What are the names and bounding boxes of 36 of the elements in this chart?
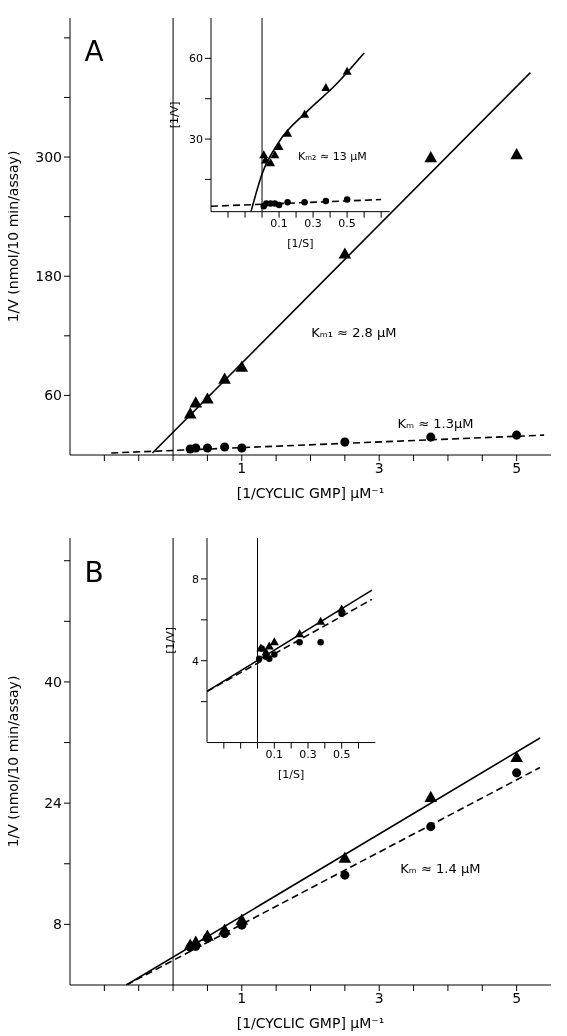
y-tick-label: 60 xyxy=(188,52,203,66)
x-tick-label: 1 xyxy=(237,989,247,1006)
y-axis-title: 1/V (nmol/10 min/assay) xyxy=(4,150,21,323)
x-tick-label: 3 xyxy=(374,989,384,1006)
y-tick-label: 8 xyxy=(53,916,62,933)
y-axis-title: [1/V] xyxy=(167,101,181,129)
x-tick-label: 0.5 xyxy=(338,217,356,231)
x-tick-label: 0.5 xyxy=(333,748,351,762)
x-tick-label: 3 xyxy=(374,459,384,476)
x-tick-label: 1 xyxy=(237,459,247,476)
y-tick-label: 180 xyxy=(35,268,62,285)
x-tick-label: 0.3 xyxy=(304,217,322,231)
annotation: Kₘ ≈ 1.3μM xyxy=(397,416,474,433)
y-axis-title: 1/V (nmol/10 min/assay) xyxy=(4,675,21,848)
x-axis-title: [1/S] xyxy=(287,236,314,250)
x-axis-title: [1/CYCLIC GMP] μM⁻¹ xyxy=(236,485,385,501)
annotation: Kₘ ≈ 1.4 μM xyxy=(400,860,481,877)
y-tick-label: 300 xyxy=(35,149,62,166)
x-tick-label: 0.3 xyxy=(299,748,318,762)
x-tick-label: 0.1 xyxy=(270,217,288,231)
y-tick-label: 24 xyxy=(44,795,63,812)
x-tick-label: 5 xyxy=(512,989,522,1006)
x-tick-label: 5 xyxy=(512,459,522,476)
y-axis-title: [1/V] xyxy=(164,626,178,654)
y-tick-label: 8 xyxy=(192,572,200,586)
y-tick-label: 30 xyxy=(188,132,203,146)
annotation: Kₘ₂ ≈ 13 μM xyxy=(298,150,367,165)
x-axis-title: [1/CYCLIC GMP] μM⁻¹ xyxy=(236,1015,385,1031)
x-axis-title: [1/S] xyxy=(278,767,305,781)
x-tick-label: 0.1 xyxy=(266,748,284,762)
y-tick-label: 4 xyxy=(192,654,200,668)
y-tick-label: 60 xyxy=(44,387,62,404)
annotation: Kₘ₁ ≈ 2.8 μM xyxy=(311,324,397,341)
annotation: B xyxy=(84,555,104,590)
annotation: A xyxy=(84,35,104,70)
y-tick-label: 40 xyxy=(44,673,62,690)
